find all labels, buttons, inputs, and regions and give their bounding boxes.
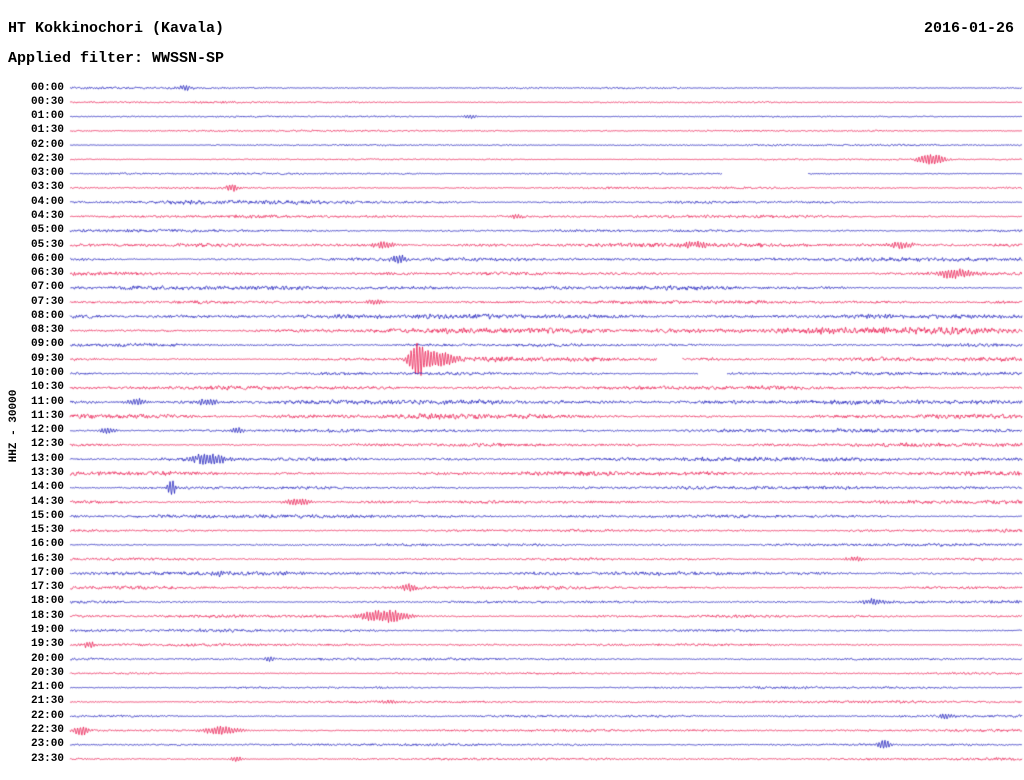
row-time-label: 01:00 [30,110,64,123]
row-time-label: 17:00 [30,566,64,579]
row-time-label: 15:00 [30,509,64,522]
row-time-label: 16:30 [30,552,64,565]
row-time-label: 19:00 [30,624,64,637]
row-time-label: 03:00 [30,167,64,180]
row-time-label: 23:30 [30,752,64,765]
record-date: 2016-01-26 [923,20,1014,37]
row-time-label: 22:00 [30,709,64,722]
row-time-label: 10:00 [30,367,64,380]
row-time-label: 15:30 [30,524,64,537]
row-time-label: 12:30 [30,438,64,451]
row-time-label: 09:00 [30,338,64,351]
row-time-label: 11:30 [30,409,64,422]
row-time-label: 22:30 [30,723,64,736]
row-time-label: 02:30 [30,152,64,165]
row-time-label: 14:00 [30,481,64,494]
row-time-label: 20:30 [30,666,64,679]
row-time-label: 08:00 [30,309,64,322]
row-time-label: 14:30 [30,495,64,508]
row-time-label: 04:30 [30,209,64,222]
row-time-label: 21:00 [30,681,64,694]
row-time-label: 06:00 [30,252,64,265]
row-time-label: 13:00 [30,452,64,465]
row-time-label: 07:00 [30,281,64,294]
row-time-label: 09:30 [30,352,64,365]
row-time-label: 11:00 [30,395,64,408]
row-time-label: 04:00 [30,195,64,208]
row-time-label: 08:30 [30,324,64,337]
row-time-label: 02:00 [30,138,64,151]
station-title: HT Kokkinochori (Kavala) [8,20,225,37]
row-time-label: 10:30 [30,381,64,394]
row-time-label: 21:30 [30,695,64,708]
row-time-label: 07:30 [30,295,64,308]
row-time-label: 01:30 [30,124,64,137]
row-time-label: 00:00 [30,81,64,94]
row-time-label: 18:00 [30,595,64,608]
row-time-label: 06:30 [30,267,64,280]
row-time-label: 20:00 [30,652,64,665]
row-time-label: 19:30 [30,638,64,651]
row-time-label: 17:30 [30,581,64,594]
row-time-label: 16:00 [30,538,64,551]
row-time-label: 00:30 [30,95,64,108]
row-time-label: 18:30 [30,609,64,622]
row-time-label: 03:30 [30,181,64,194]
row-time-label: 05:30 [30,238,64,251]
row-time-label: 12:00 [30,424,64,437]
row-time-label: 05:00 [30,224,64,237]
row-time-label: 23:00 [30,738,64,751]
filter-label: Applied filter: WWSSN-SP [8,50,225,67]
row-time-label: 13:30 [30,466,64,479]
